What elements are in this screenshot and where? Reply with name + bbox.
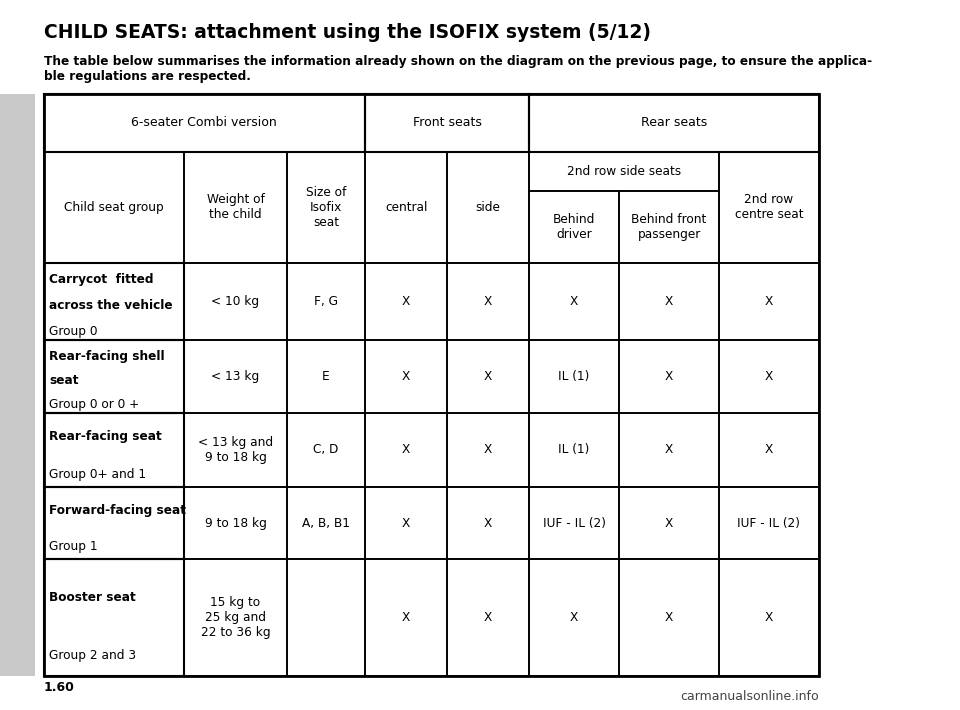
Text: X: X	[402, 444, 410, 457]
Text: < 13 kg: < 13 kg	[211, 370, 259, 383]
Text: 6-seater Combi version: 6-seater Combi version	[132, 116, 277, 129]
Text: X: X	[665, 295, 673, 308]
Polygon shape	[0, 94, 36, 676]
Text: Front seats: Front seats	[413, 116, 482, 129]
Text: IL (1): IL (1)	[559, 370, 589, 383]
Text: E: E	[322, 370, 329, 383]
Text: Group 0 or 0 +: Group 0 or 0 +	[49, 398, 139, 410]
Text: X: X	[484, 611, 492, 624]
Text: central: central	[385, 201, 427, 214]
Text: CHILD SEATS: attachment using the ISOFIX system (5/12): CHILD SEATS: attachment using the ISOFIX…	[43, 23, 651, 42]
Text: X: X	[765, 295, 773, 308]
Text: across the vehicle: across the vehicle	[49, 299, 173, 312]
Text: X: X	[484, 370, 492, 383]
Text: Group 2 and 3: Group 2 and 3	[49, 649, 136, 662]
Text: 1.60: 1.60	[43, 682, 75, 694]
Text: X: X	[570, 295, 578, 308]
Text: Forward-facing seat: Forward-facing seat	[49, 504, 186, 518]
Text: Group 0+ and 1: Group 0+ and 1	[49, 468, 147, 481]
Text: X: X	[402, 295, 410, 308]
Text: X: X	[402, 370, 410, 383]
Text: X: X	[665, 611, 673, 624]
Text: X: X	[665, 370, 673, 383]
Text: X: X	[765, 370, 773, 383]
Text: X: X	[484, 295, 492, 308]
Text: carmanualsonline.info: carmanualsonline.info	[680, 690, 819, 703]
Text: C, D: C, D	[313, 444, 339, 457]
Text: Carrycot  fitted: Carrycot fitted	[49, 273, 154, 286]
Text: Booster seat: Booster seat	[49, 591, 136, 604]
Text: X: X	[765, 611, 773, 624]
Text: X: X	[570, 611, 578, 624]
Text: Rear seats: Rear seats	[641, 116, 708, 129]
Text: X: X	[665, 444, 673, 457]
Text: X: X	[402, 517, 410, 530]
Text: Group 1: Group 1	[49, 540, 98, 553]
Text: Rear-facing shell: Rear-facing shell	[49, 349, 165, 363]
Text: IL (1): IL (1)	[559, 444, 589, 457]
Text: 2nd row side seats: 2nd row side seats	[567, 165, 682, 178]
Text: X: X	[484, 517, 492, 530]
Text: X: X	[765, 444, 773, 457]
Text: Weight of
the child: Weight of the child	[206, 193, 264, 222]
Text: < 13 kg and
9 to 18 kg: < 13 kg and 9 to 18 kg	[198, 436, 273, 464]
Text: X: X	[484, 444, 492, 457]
Text: 2nd row
centre seat: 2nd row centre seat	[734, 193, 804, 222]
Text: Size of
Isofix
seat: Size of Isofix seat	[305, 186, 346, 229]
Text: Rear-facing seat: Rear-facing seat	[49, 430, 162, 443]
Text: Child seat group: Child seat group	[64, 201, 164, 214]
Text: seat: seat	[49, 373, 79, 387]
Text: 15 kg to
25 kg and
22 to 36 kg: 15 kg to 25 kg and 22 to 36 kg	[201, 596, 271, 639]
Text: The table below summarises the information already shown on the diagram on the p: The table below summarises the informati…	[43, 55, 872, 83]
Text: X: X	[402, 611, 410, 624]
Text: A, B, B1: A, B, B1	[301, 517, 349, 530]
Text: F, G: F, G	[314, 295, 338, 308]
Text: X: X	[665, 517, 673, 530]
Text: IUF - IL (2): IUF - IL (2)	[737, 517, 801, 530]
Text: < 10 kg: < 10 kg	[211, 295, 259, 308]
Text: IUF - IL (2): IUF - IL (2)	[542, 517, 606, 530]
Text: Group 0: Group 0	[49, 325, 98, 338]
Text: Behind front
passenger: Behind front passenger	[632, 213, 707, 241]
Text: side: side	[476, 201, 500, 214]
Text: Behind
driver: Behind driver	[553, 213, 595, 241]
Text: 9 to 18 kg: 9 to 18 kg	[204, 517, 266, 530]
